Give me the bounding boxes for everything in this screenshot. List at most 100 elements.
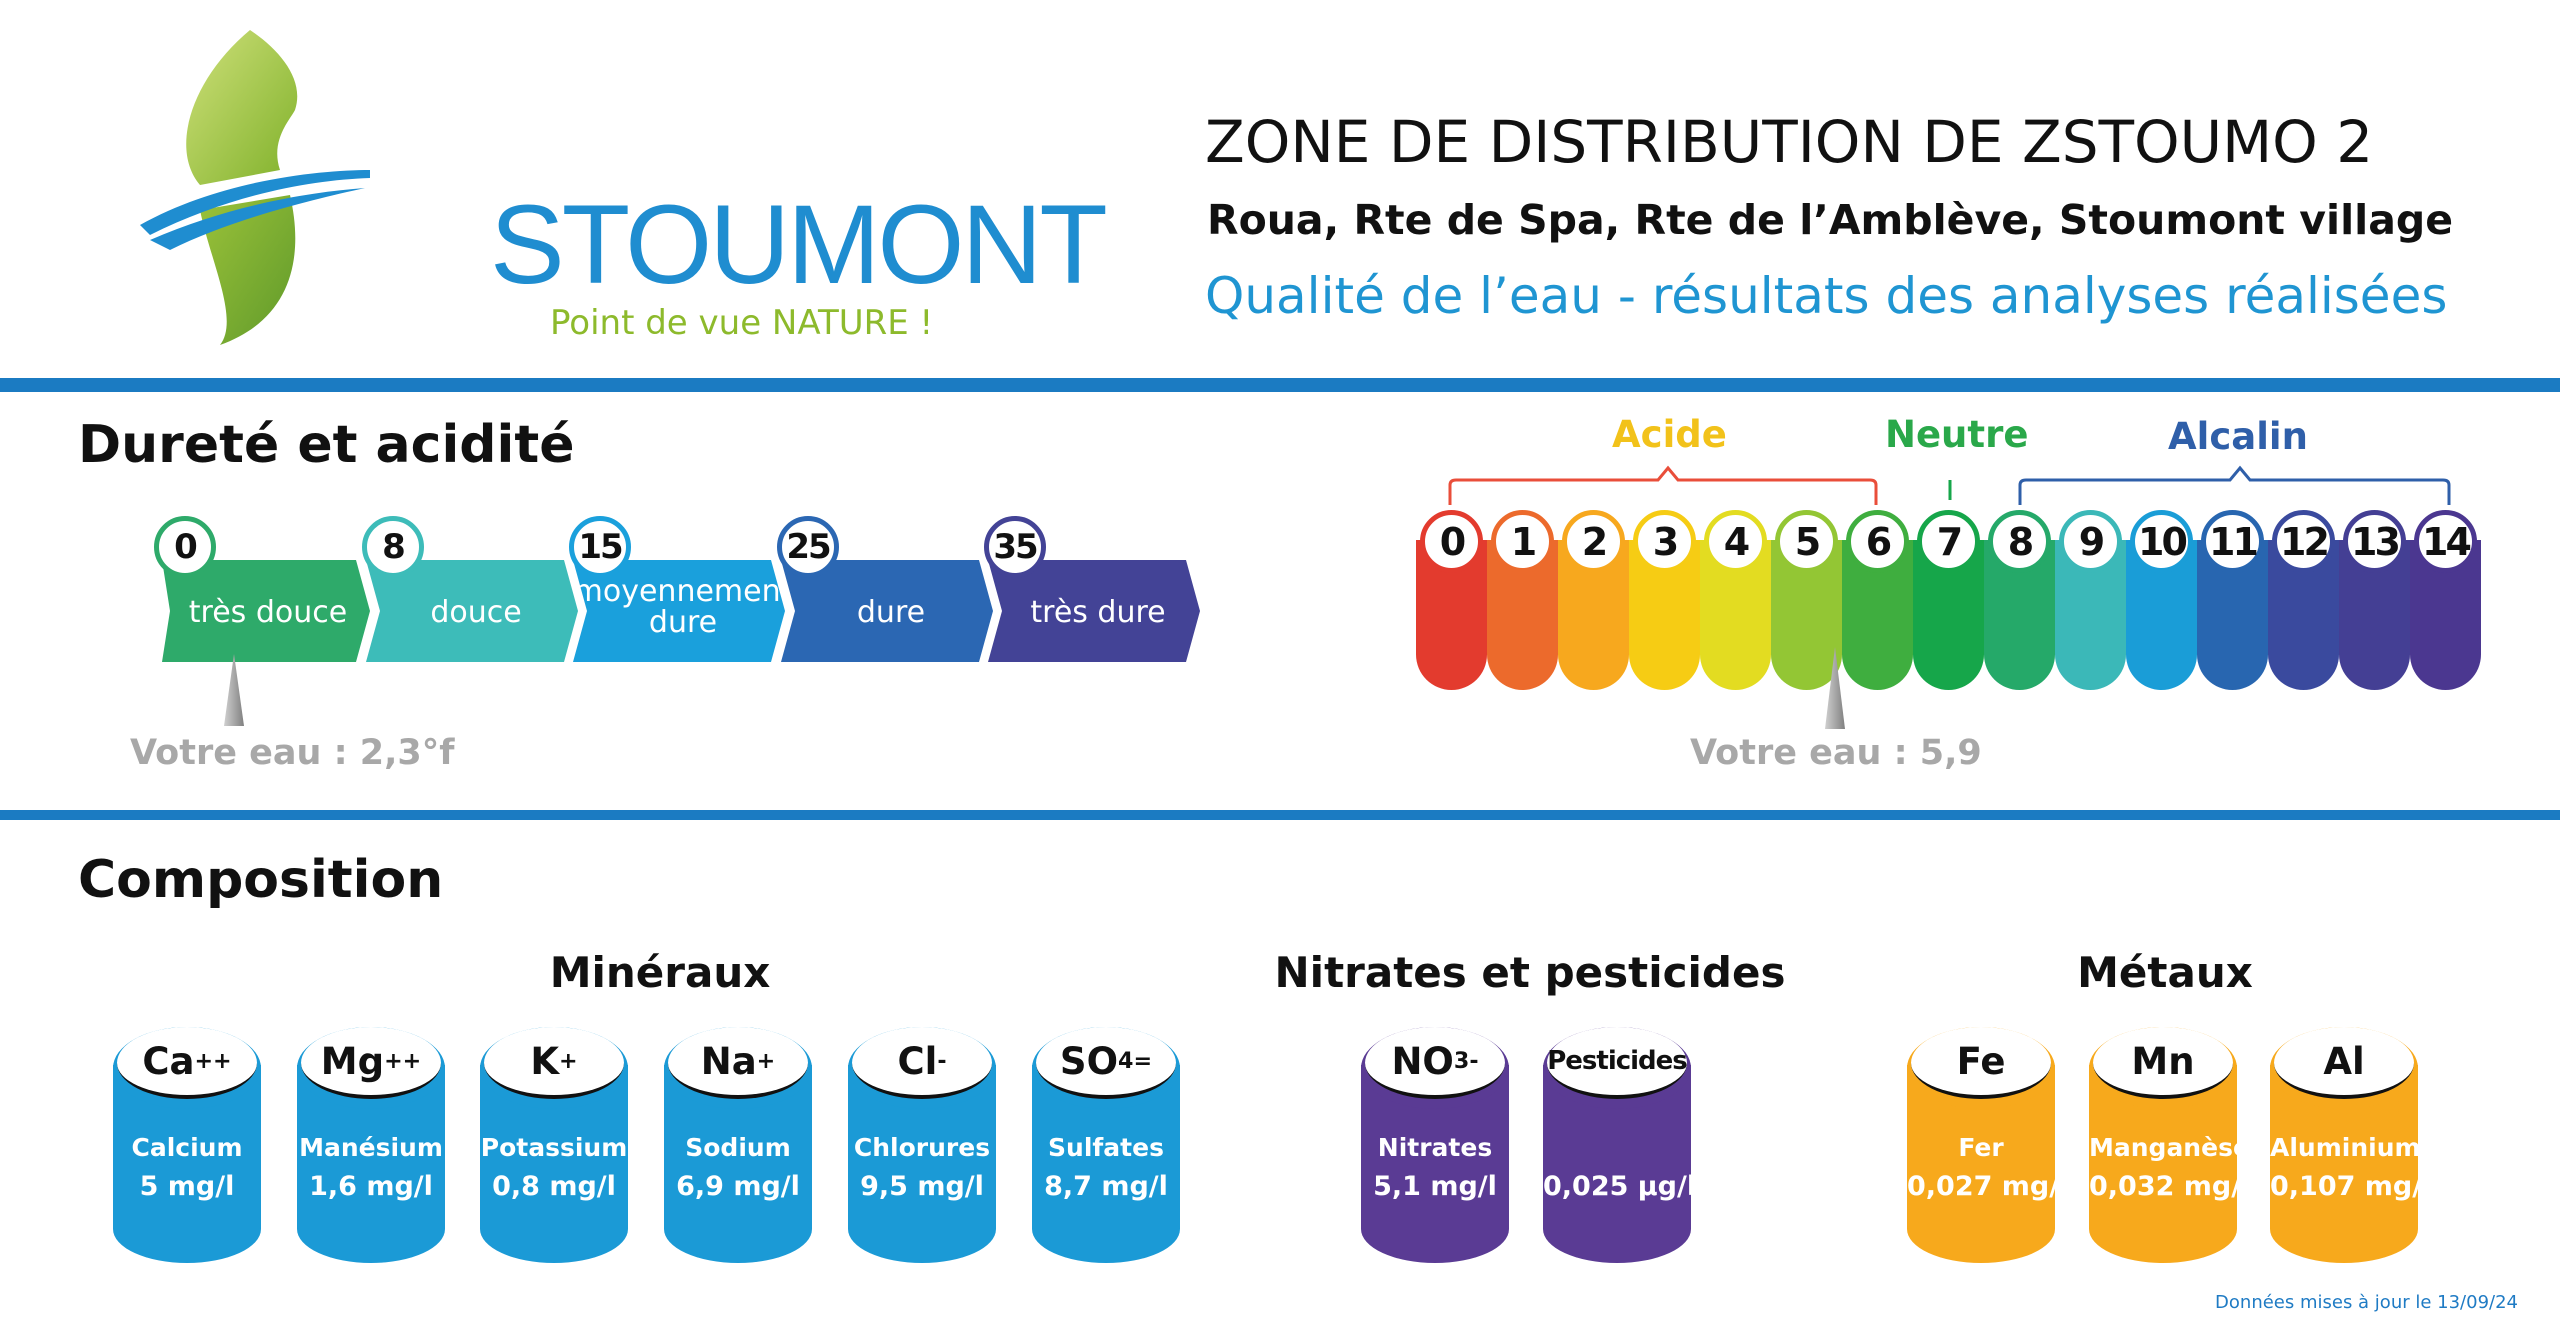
minerals-cylinder: Ca ++ Calcium 5 mg/l — [113, 1025, 261, 1263]
ph-column: 13 — [2339, 510, 2410, 690]
hardness-step: moyennement dure 15 — [569, 516, 793, 662]
ph-column: 8 — [1984, 510, 2055, 690]
element-symbol-text: Mg — [320, 1039, 385, 1083]
ph-column: 12 — [2268, 510, 2339, 690]
element-symbol: NO 3- — [1365, 1027, 1505, 1099]
element-symbol-text: Fe — [1956, 1039, 2006, 1083]
element-value: 8,7 mg/l — [1044, 1171, 1168, 1202]
element-subscript: 3 — [1453, 1048, 1470, 1074]
element-charge: + — [559, 1048, 578, 1074]
ph-value: 5 — [1775, 510, 1838, 573]
hardness-step: très douce 0 — [154, 516, 370, 662]
element-value: 6,9 mg/l — [676, 1171, 800, 1202]
element-charge: - — [1469, 1048, 1479, 1074]
leaf-logo-icon — [140, 30, 370, 345]
ph-value: 13 — [2343, 510, 2406, 573]
hardness-step-value: 15 — [569, 516, 631, 578]
element-symbol-text: Pesticides — [1547, 1046, 1688, 1076]
element-name: Fer — [1958, 1133, 2004, 1162]
ph-column: 2 — [1558, 510, 1629, 690]
element-value: 9,5 mg/l — [860, 1171, 984, 1202]
metals-cylinder: Fe Fer 0,027 mg/l — [1907, 1025, 2069, 1263]
element-name: Nitrates — [1377, 1133, 1493, 1162]
stoumont-logo: STOUMONT Point de vue NATURE ! — [120, 20, 1108, 360]
ph-value: 8 — [1988, 510, 2051, 573]
element-value: 0,027 mg/l — [1907, 1171, 2069, 1202]
element-charge: - — [937, 1048, 947, 1074]
composition-section-title: Composition — [78, 850, 444, 910]
element-value: 5,1 mg/l — [1373, 1171, 1497, 1202]
element-name: Aluminium — [2270, 1133, 2421, 1162]
ph-value: 10 — [2130, 510, 2193, 573]
ph-value: 1 — [1491, 510, 1554, 573]
element-symbol-text: Cl — [897, 1039, 938, 1083]
ph-neutral-label: Neutre — [1885, 413, 2029, 456]
element-symbol-text: Al — [2323, 1039, 2365, 1083]
ph-value: 9 — [2059, 510, 2122, 573]
element-value: 0,8 mg/l — [492, 1171, 616, 1202]
hardness-step-value: 8 — [362, 516, 424, 578]
minerals-title: Minéraux — [549, 948, 771, 997]
element-name: Sodium — [685, 1133, 791, 1162]
element-value: 0,107 mg/l — [2270, 1171, 2432, 1202]
hardness-step-label-line: dure — [648, 605, 718, 640]
quality-heading: Qualité de l’eau - résultats des analyse… — [1205, 267, 2448, 325]
element-name: Chlorures — [853, 1133, 991, 1162]
element-charge: ++ — [384, 1048, 422, 1074]
element-symbol: Cl - — [852, 1027, 992, 1099]
ph-value: 4 — [1704, 510, 1767, 573]
metals-cylinder: Al Aluminium 0,107 mg/l — [2270, 1025, 2432, 1263]
metals-cylinder: Mn Manganèse 0,032 mg/l — [2089, 1025, 2251, 1263]
element-value: 1,6 mg/l — [309, 1171, 433, 1202]
hardness-pointer-icon — [224, 654, 244, 726]
nitrates-title: Nitrates et pesticides — [1274, 948, 1786, 997]
hardness-step: dure 25 — [777, 516, 993, 662]
nitrates-cylinder: Pesticides 0,025 µg/l — [1543, 1025, 1697, 1263]
element-symbol: K + — [484, 1027, 624, 1099]
hardness-step-value: 25 — [777, 516, 839, 578]
element-symbol: Mg ++ — [301, 1027, 441, 1099]
element-symbol: Na + — [668, 1027, 808, 1099]
element-symbol: Pesticides — [1547, 1027, 1688, 1099]
element-value: 0,025 µg/l — [1543, 1171, 1697, 1202]
ph-value: 2 — [1562, 510, 1625, 573]
minerals-cylinder: K + Potassium 0,8 mg/l — [480, 1025, 628, 1263]
logo-tagline: Point de vue NATURE ! — [550, 303, 934, 343]
logo-wordmark: STOUMONT — [490, 182, 1108, 307]
element-charge: + — [756, 1048, 776, 1074]
element-symbol: Ca ++ — [117, 1027, 257, 1099]
update-date: Données mises à jour le 13/09/24 — [2215, 1292, 2518, 1313]
element-charge: ++ — [194, 1048, 232, 1074]
element-name: Manésium — [299, 1133, 443, 1162]
hardness-your-water: Votre eau : 2,3°f — [130, 733, 455, 773]
element-symbol-text: SO — [1059, 1039, 1119, 1083]
zone-subtitle: Roua, Rte de Spa, Rte de l’Amblève, Stou… — [1207, 196, 2454, 244]
hardness-step-label: très douce — [188, 595, 348, 631]
hardness-step-value: 35 — [984, 516, 1046, 578]
ph-column: 9 — [2055, 510, 2126, 690]
ph-column: 6 — [1842, 510, 1913, 690]
element-value: 0,032 mg/l — [2089, 1171, 2251, 1202]
minerals-cylinder: Cl - Chlorures 9,5 mg/l — [848, 1025, 996, 1263]
hardness-step-label: très dure — [1030, 595, 1166, 631]
ph-value: 0 — [1420, 510, 1483, 573]
minerals-cylinder: SO 4 = Sulfates 8,7 mg/l — [1032, 1025, 1180, 1263]
zone-title: ZONE DE DISTRIBUTION DE ZSTOUMO 2 — [1205, 108, 2374, 176]
hardness-step-label-line: moyennement — [573, 573, 793, 609]
hardness-step-label: douce — [430, 595, 522, 631]
ph-acid-label: Acide — [1612, 413, 1727, 456]
hardness-step-label: moyennement dure — [573, 560, 793, 662]
element-symbol: SO 4 = — [1036, 1027, 1176, 1099]
element-symbol: Al — [2274, 1027, 2414, 1099]
element-name: Calcium — [131, 1133, 243, 1162]
ph-column: 1 — [1487, 510, 1558, 690]
element-symbol-text: K — [530, 1039, 560, 1083]
ph-column: 0 — [1416, 510, 1487, 690]
ph-value: 6 — [1846, 510, 1909, 573]
ph-value: 14 — [2414, 510, 2477, 573]
element-name: Manganèse — [2089, 1133, 2250, 1162]
ph-brackets — [1448, 465, 2451, 505]
ph-column: 4 — [1700, 510, 1771, 690]
element-symbol: Mn — [2093, 1027, 2233, 1099]
ph-your-water: Votre eau : 5,9 — [1690, 733, 1982, 773]
